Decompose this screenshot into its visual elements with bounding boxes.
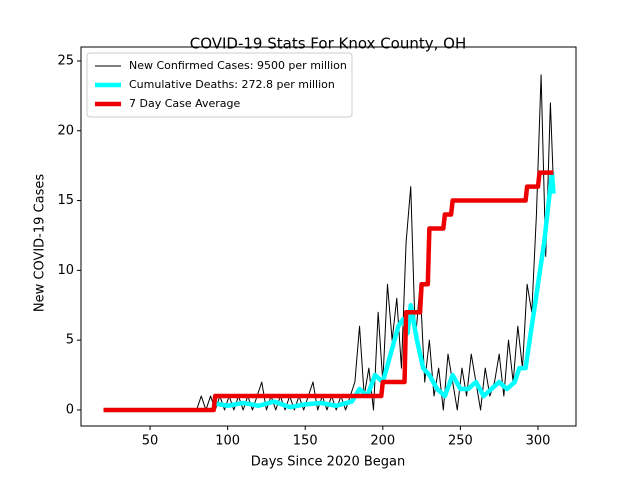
y-tick-label: 0 — [66, 402, 74, 417]
x-tick-label: 150 — [293, 434, 318, 449]
chart-title: COVID-19 Stats For Knox County, OH — [190, 35, 467, 53]
x-tick-label: 250 — [448, 434, 473, 449]
x-tick-label: 200 — [370, 434, 395, 449]
legend-label: 7 Day Case Average — [129, 97, 241, 110]
y-axis-label: New COVID-19 Cases — [33, 174, 48, 312]
x-tick-label: 50 — [142, 434, 159, 449]
legend-label: Cumulative Deaths: 272.8 per million — [129, 78, 335, 91]
series-line — [103, 170, 554, 413]
y-tick-label: 5 — [66, 333, 74, 348]
legend-box — [86, 52, 353, 118]
y-tick-label: 25 — [57, 53, 74, 68]
y-tick-label: 15 — [57, 193, 74, 208]
legend-label: New Confirmed Cases: 9500 per million — [129, 59, 347, 72]
series-line — [196, 74, 554, 411]
x-tick-label: 100 — [215, 434, 240, 449]
series-line — [211, 170, 556, 410]
x-tick-label: 300 — [526, 434, 551, 449]
x-axis-label: Days Since 2020 Began — [251, 455, 406, 470]
y-tick-label: 10 — [57, 263, 74, 278]
plot-frame — [80, 46, 577, 427]
y-tick-label: 20 — [57, 123, 74, 138]
